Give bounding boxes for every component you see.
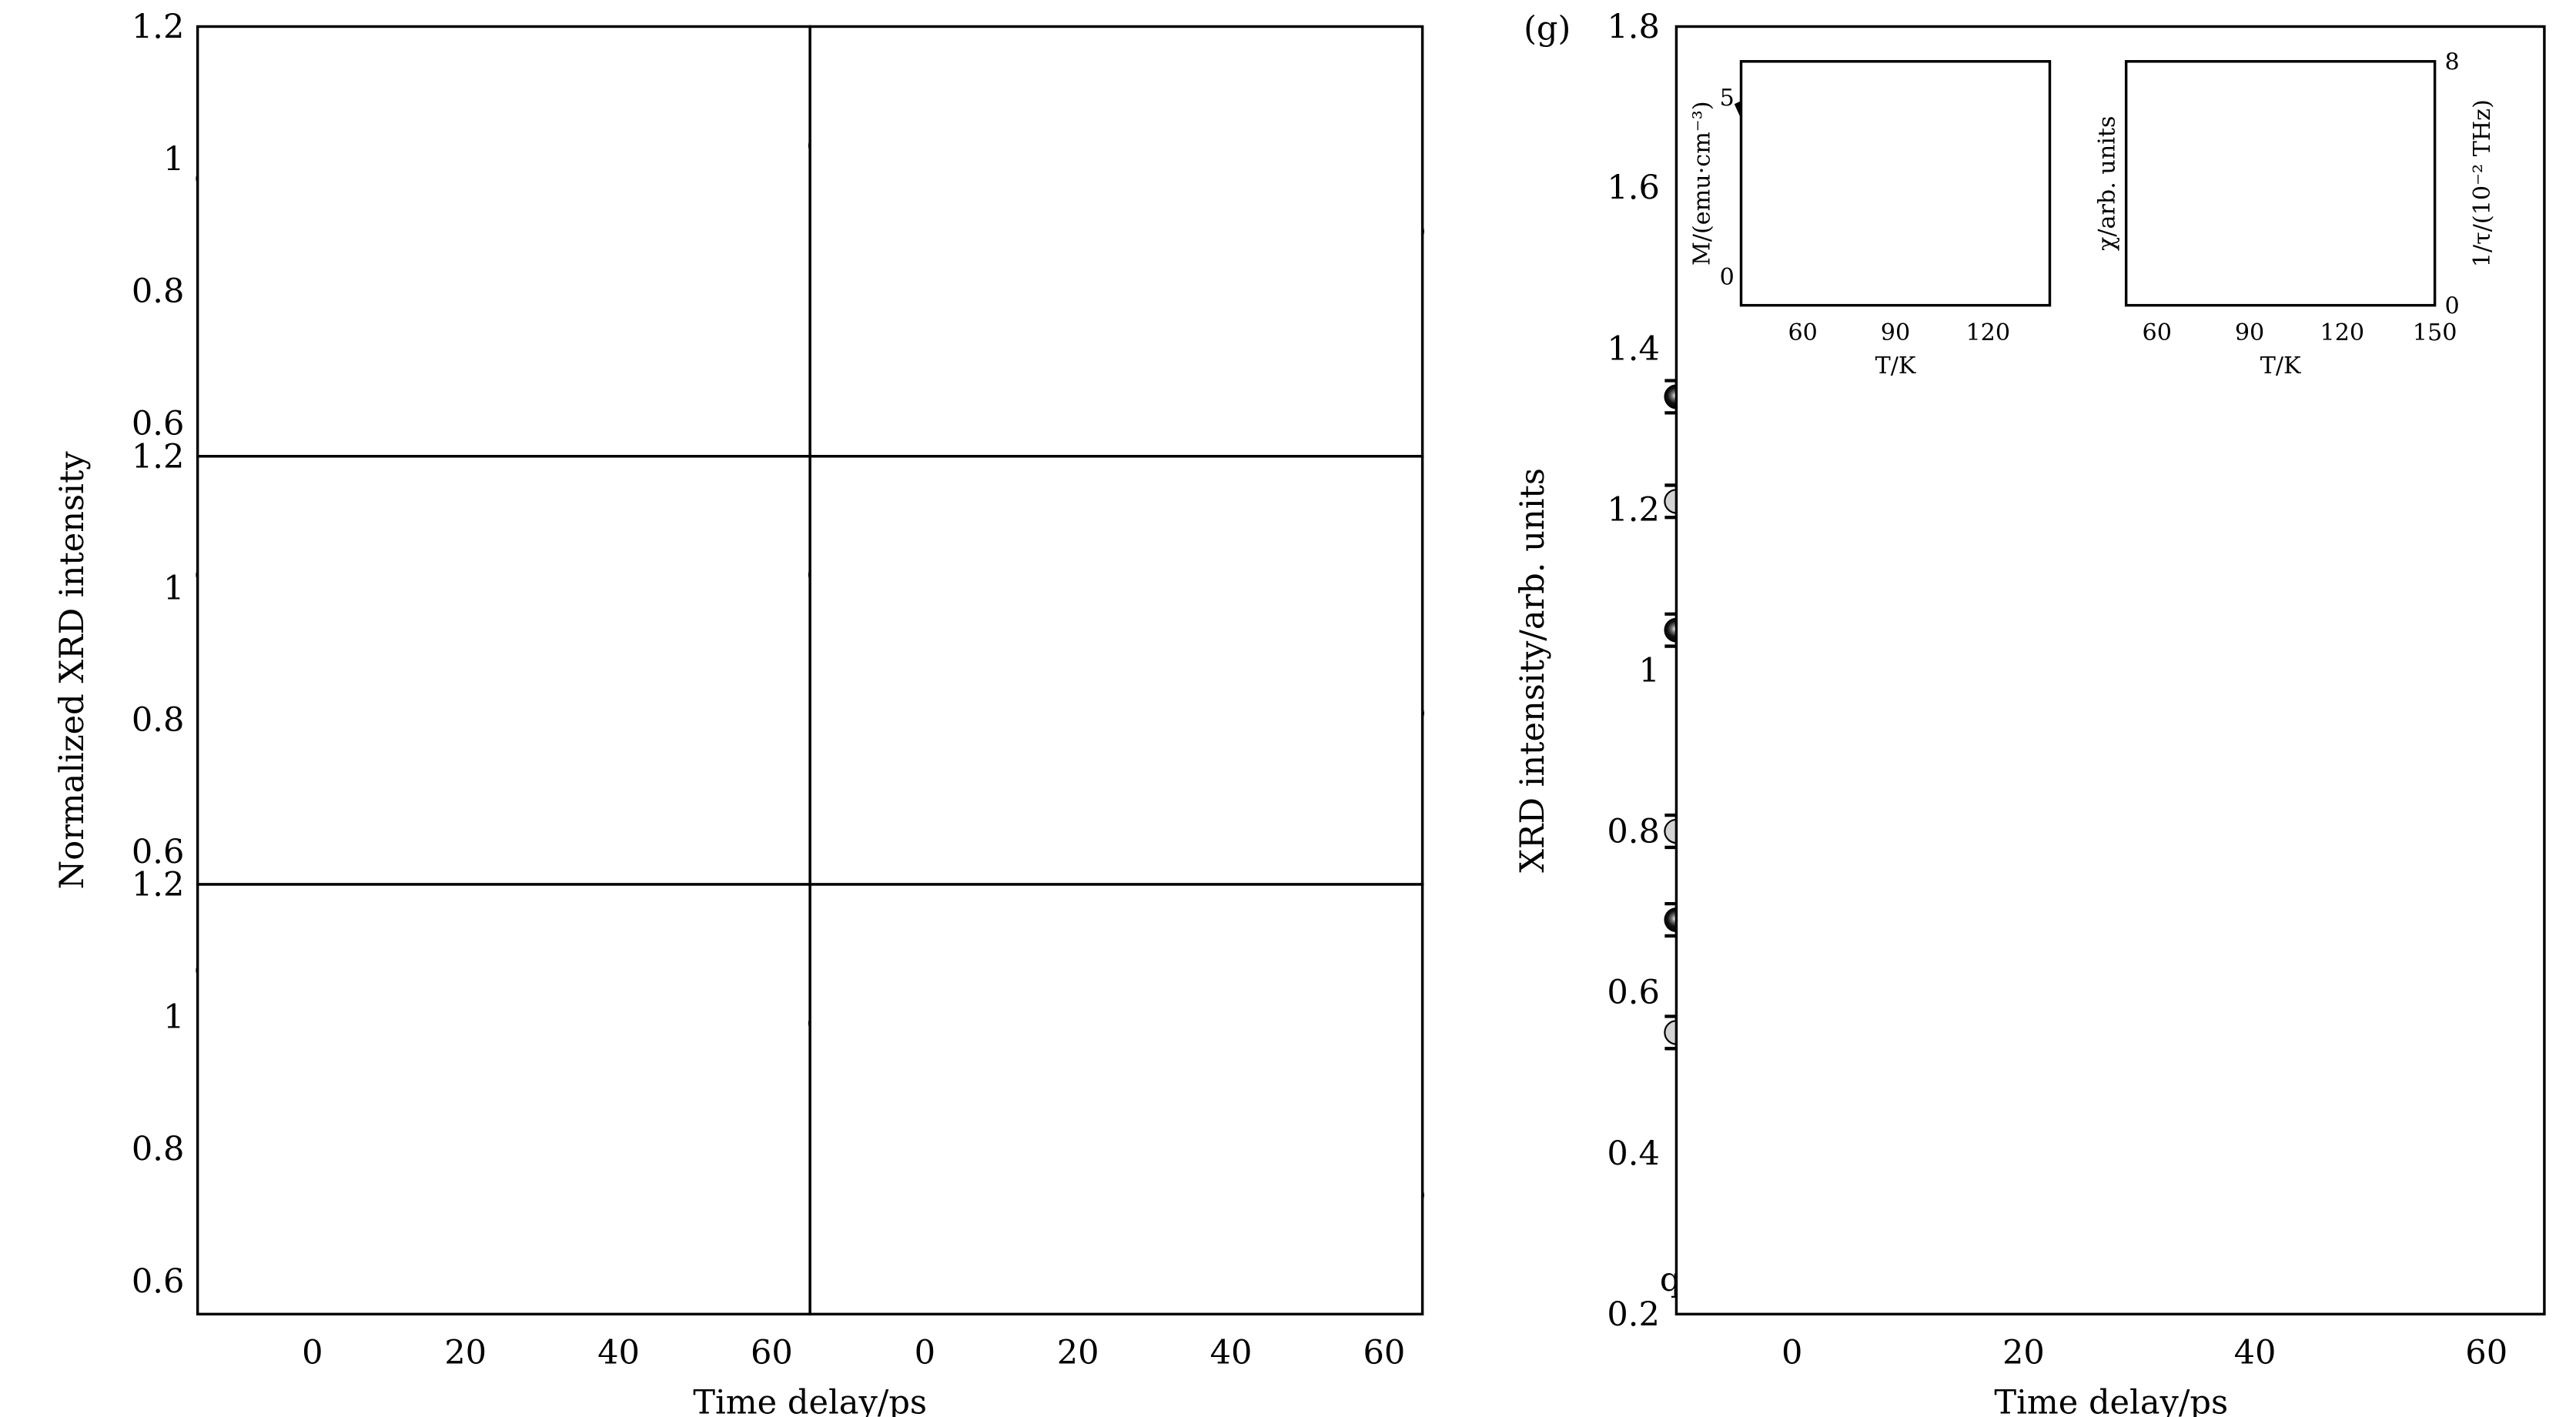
y-tick-label: 0.6 <box>132 1262 185 1301</box>
y-tick-label: 1.2 <box>132 8 185 47</box>
x-tick-label: 120 <box>1965 319 2010 346</box>
y-tick-label: 0.4 <box>1607 1135 1660 1173</box>
x-tick-label: 40 <box>2234 1334 2277 1372</box>
x-axis-title: T/K <box>1875 353 1916 379</box>
x-axis-title: T/K <box>2260 353 2301 379</box>
y-tick-label: 0.2 <box>1607 1295 1660 1334</box>
x-tick-label: 40 <box>1210 1334 1253 1372</box>
x-tick-label: 60 <box>2143 319 2172 346</box>
left-y-axis-title: Normalized XRD intensity <box>53 451 92 890</box>
right-y-axis-title: XRD intensity/arb. units <box>1514 468 1552 873</box>
x-tick-label: 0 <box>302 1334 323 1372</box>
x-tick-label: 60 <box>1363 1334 1405 1372</box>
panel-frame-b <box>196 455 811 886</box>
y-tick-label: 1.4 <box>1607 330 1660 369</box>
x-tick-label: 20 <box>2002 1334 2045 1372</box>
x-tick-label: 40 <box>597 1334 640 1372</box>
right-x-axis-title: Time delay/ps <box>1994 1384 2228 1417</box>
y-tick-label: 0.6 <box>132 833 185 871</box>
panel-frame-e <box>808 455 1424 886</box>
y2-tick-label: 8 <box>2445 49 2460 76</box>
x-tick-label: 120 <box>2320 319 2365 346</box>
y-tick-label: 1.8 <box>1607 8 1660 47</box>
panel-frame-d <box>808 25 1424 458</box>
y-tick-label: 0.6 <box>1607 974 1660 1012</box>
y2-tick-label: 0 <box>2445 292 2460 319</box>
y-tick-label: 1.2 <box>1607 491 1660 530</box>
x-tick-label: 20 <box>1057 1334 1099 1372</box>
y-tick-label: 0.8 <box>132 272 185 311</box>
y-tick-label: 1.2 <box>132 866 185 904</box>
x-tick-label: 60 <box>2465 1334 2507 1372</box>
left-x-axis-title: Time delay/ps <box>693 1384 927 1417</box>
y-tick-label: 1 <box>163 140 184 179</box>
x-tick-label: 60 <box>1788 319 1818 346</box>
x-tick-label: 90 <box>2235 319 2264 346</box>
panel-frame-c <box>196 883 811 1316</box>
y-tick-label: 5 <box>1720 85 1735 112</box>
panel-frame-a <box>196 25 811 458</box>
y-tick-label: 1 <box>163 570 184 608</box>
y-tick-label: 1.6 <box>1607 169 1660 208</box>
y-tick-label: 0.6 <box>132 405 185 443</box>
x-tick-label: 0 <box>1781 1334 1802 1372</box>
x-tick-label: 0 <box>915 1334 935 1372</box>
x-tick-label: 150 <box>2413 319 2457 346</box>
x-tick-label: 20 <box>444 1334 487 1372</box>
y-tick-label: 0.8 <box>1607 813 1660 851</box>
panel-frame-f <box>808 883 1424 1316</box>
y-axis-title: χ/arb. units <box>2094 115 2121 250</box>
x-tick-label: 60 <box>751 1334 793 1372</box>
panel-label: (g) <box>1524 10 1571 48</box>
y-tick-label: 1 <box>163 998 184 1037</box>
x-tick-label: 90 <box>1881 319 1910 346</box>
y-tick-label: 0 <box>1720 264 1735 291</box>
plot-layer: 0.60.811.2(a)q = 0.015 π/aT = 295 K0.60.… <box>132 8 2546 1372</box>
y-axis-title: M/(emu·cm⁻³) <box>1689 101 1716 266</box>
inset-frame <box>2124 60 2437 307</box>
inset-frame <box>1739 60 2052 307</box>
y-tick-label: 1.2 <box>132 438 185 476</box>
y-tick-label: 0.8 <box>132 701 185 740</box>
y-tick-label: 0.8 <box>132 1131 185 1169</box>
y-tick-label: 1 <box>1638 652 1659 690</box>
y2-axis-title: 1/τ/(10⁻² THz) <box>2469 99 2496 267</box>
